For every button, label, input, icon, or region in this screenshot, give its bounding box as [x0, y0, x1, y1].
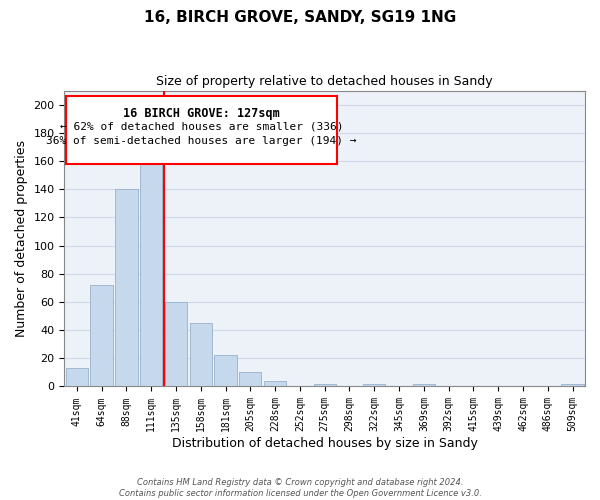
Bar: [239, 372, 262, 386]
FancyBboxPatch shape: [65, 96, 337, 164]
Text: Contains HM Land Registry data © Crown copyright and database right 2024.
Contai: Contains HM Land Registry data © Crown c…: [119, 478, 481, 498]
X-axis label: Distribution of detached houses by size in Sandy: Distribution of detached houses by size …: [172, 437, 478, 450]
Bar: [165, 302, 187, 386]
Bar: [363, 384, 385, 386]
Bar: [65, 368, 88, 386]
Bar: [264, 381, 286, 386]
Bar: [314, 384, 336, 386]
Text: 16, BIRCH GROVE, SANDY, SG19 1NG: 16, BIRCH GROVE, SANDY, SG19 1NG: [144, 10, 456, 25]
Text: 36% of semi-detached houses are larger (194) →: 36% of semi-detached houses are larger (…: [46, 136, 356, 145]
Title: Size of property relative to detached houses in Sandy: Size of property relative to detached ho…: [157, 75, 493, 88]
Bar: [214, 356, 236, 386]
Text: 16 BIRCH GROVE: 127sqm: 16 BIRCH GROVE: 127sqm: [123, 108, 280, 120]
Bar: [91, 285, 113, 386]
Y-axis label: Number of detached properties: Number of detached properties: [15, 140, 28, 337]
Bar: [413, 384, 435, 386]
Bar: [140, 151, 163, 386]
Bar: [115, 189, 137, 386]
Bar: [190, 323, 212, 386]
Text: ← 62% of detached houses are smaller (336): ← 62% of detached houses are smaller (33…: [59, 122, 343, 132]
Bar: [562, 384, 584, 386]
